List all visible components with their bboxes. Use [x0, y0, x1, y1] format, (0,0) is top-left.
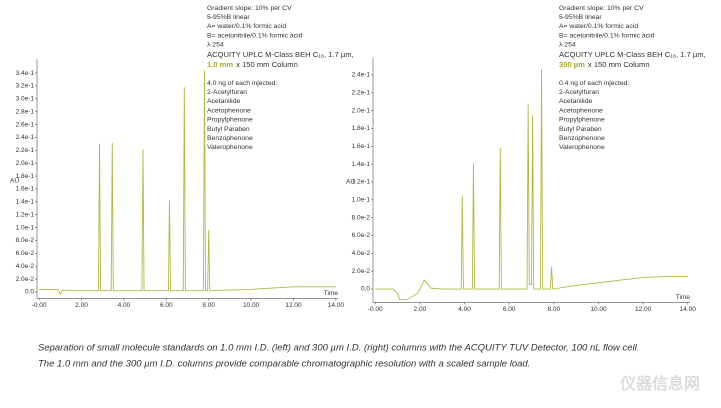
- x-tick-label: 4.00: [458, 306, 471, 313]
- column-length: x 150 mm Column: [236, 60, 298, 69]
- compound: Acetophenone: [207, 107, 251, 114]
- y-tick-label: 0.0: [25, 289, 34, 296]
- method-note: λ 254: [559, 42, 576, 49]
- y-axis-label: AU: [10, 178, 19, 185]
- y-tick-label: 2.4e-1: [352, 72, 371, 79]
- compound: 2-Acetylfuran: [207, 89, 247, 96]
- method-note: B= acetonitrile/0.1% formic acid: [207, 32, 303, 39]
- caption-line: Separation of small molecule standards o…: [38, 343, 639, 354]
- x-tick-label: 12.00: [285, 302, 302, 309]
- x-tick-label: 6.00: [503, 306, 516, 313]
- compound: Acetophenone: [559, 107, 603, 114]
- y-tick-label: 4.0e-2: [352, 250, 371, 257]
- trace: [375, 69, 688, 301]
- x-axis-label: Time: [324, 290, 339, 297]
- x-axis-label: Time: [676, 294, 691, 301]
- x-tick-label: 2.00: [75, 302, 88, 309]
- column-name: ACQUITY UPLC M-Class BEH C₁₈, 1.7 µm,: [559, 50, 706, 59]
- method-note: Gradient slope: 10% per CV: [207, 5, 292, 12]
- method-note: B= acetonitrile/0.1% formic acid: [559, 32, 655, 39]
- y-axis-label: AU: [346, 179, 355, 186]
- compound: Butyl Paraben: [207, 126, 250, 133]
- compound: Propylphenone: [559, 117, 605, 124]
- x-tick-label: 6.00: [160, 302, 173, 309]
- compound: Acetanilide: [207, 98, 240, 105]
- compound: Benzophenone: [559, 135, 605, 142]
- y-tick-label: 3.2e-1: [16, 83, 35, 90]
- y-tick-label: 1.2e-1: [16, 211, 35, 218]
- y-tick-label: 2.0e-2: [16, 276, 35, 283]
- x-tick-label: 8.00: [547, 306, 560, 313]
- y-tick-label: 2.0e-2: [352, 268, 371, 275]
- compound: Acetanilide: [559, 98, 592, 105]
- x-tick-label: 12.00: [635, 306, 652, 313]
- y-tick-label: 1.8e-1: [16, 173, 35, 180]
- method-note: Gradient slope: 10% per CV: [559, 5, 644, 12]
- x-tick-label: 8.00: [202, 302, 215, 309]
- method-note: 5-95%B linear: [207, 14, 250, 21]
- y-tick-label: 1.0e-1: [352, 197, 371, 204]
- y-tick-label: 6.0e-2: [16, 250, 35, 257]
- method-note: 5-95%B linear: [559, 14, 602, 21]
- y-tick-label: 2.2e-1: [16, 147, 35, 154]
- y-tick-label: 1.6e-1: [352, 143, 371, 150]
- y-tick-label: 2.6e-1: [16, 121, 35, 128]
- x-tick-label: 10.00: [243, 302, 260, 309]
- y-tick-label: 0.0: [361, 286, 370, 293]
- x-tick-label: 10.00: [590, 306, 607, 313]
- column-id: 1.0 mm: [207, 60, 233, 69]
- compound: Benzophenone: [207, 135, 253, 142]
- y-tick-label: 1.4e-1: [16, 199, 35, 206]
- y-tick-label: 2.0e-1: [16, 160, 35, 167]
- y-tick-label: 1.0e-1: [16, 224, 35, 231]
- y-tick-label: 2.2e-1: [352, 90, 371, 97]
- trace: [39, 70, 336, 296]
- y-tick-label: 2.0e-1: [352, 107, 371, 114]
- x-tick-label: 2.00: [414, 306, 427, 313]
- column-id: 300 µm: [559, 60, 585, 69]
- y-tick-label: 1.8e-1: [352, 125, 371, 132]
- x-tick-label: -0.00: [368, 306, 383, 313]
- y-tick-label: 2.4e-1: [16, 134, 35, 141]
- compound: Propylphenone: [207, 117, 253, 124]
- column-length: x 150 mm Column: [588, 60, 650, 69]
- y-tick-label: 1.6e-1: [16, 186, 35, 193]
- y-tick-label: 4.0e-2: [16, 263, 35, 270]
- column-name: ACQUITY UPLC M-Class BEH C₁₈, 1.7 µm,: [207, 50, 354, 59]
- x-tick-label: -0.00: [32, 302, 47, 309]
- y-tick-label: 1.4e-1: [352, 161, 371, 168]
- method-note: A= water/0.1% formic acid: [207, 23, 286, 30]
- y-tick-label: 1.2e-1: [352, 179, 371, 186]
- x-tick-label: 14.00: [680, 306, 697, 313]
- method-note: λ 254: [207, 42, 224, 49]
- x-tick-label: 4.00: [118, 302, 131, 309]
- method-note: A= water/0.1% formic acid: [559, 23, 638, 30]
- caption-line: The 1.0 mm and the 300 µm I.D. columns p…: [38, 359, 530, 370]
- y-tick-label: 6.0e-2: [352, 232, 371, 239]
- compound: Valerophenone: [559, 144, 605, 151]
- y-tick-label: 3.4e-1: [16, 70, 35, 77]
- compound: Valerophenone: [207, 144, 253, 151]
- sample-note: 0.4 ng of each injected:: [559, 80, 629, 87]
- y-tick-label: 2.8e-1: [16, 108, 35, 115]
- compound: 2-Acetylfuran: [559, 89, 599, 96]
- y-tick-label: 3.0e-1: [16, 96, 35, 103]
- sample-note: 4.0 ng of each injected:: [207, 80, 277, 87]
- y-tick-label: 8.0e-2: [352, 214, 371, 221]
- compound: Butyl Paraben: [559, 126, 602, 133]
- watermark: 仪器信息网: [619, 374, 700, 393]
- y-tick-label: 8.0e-2: [16, 237, 35, 244]
- x-tick-label: 14.00: [328, 302, 345, 309]
